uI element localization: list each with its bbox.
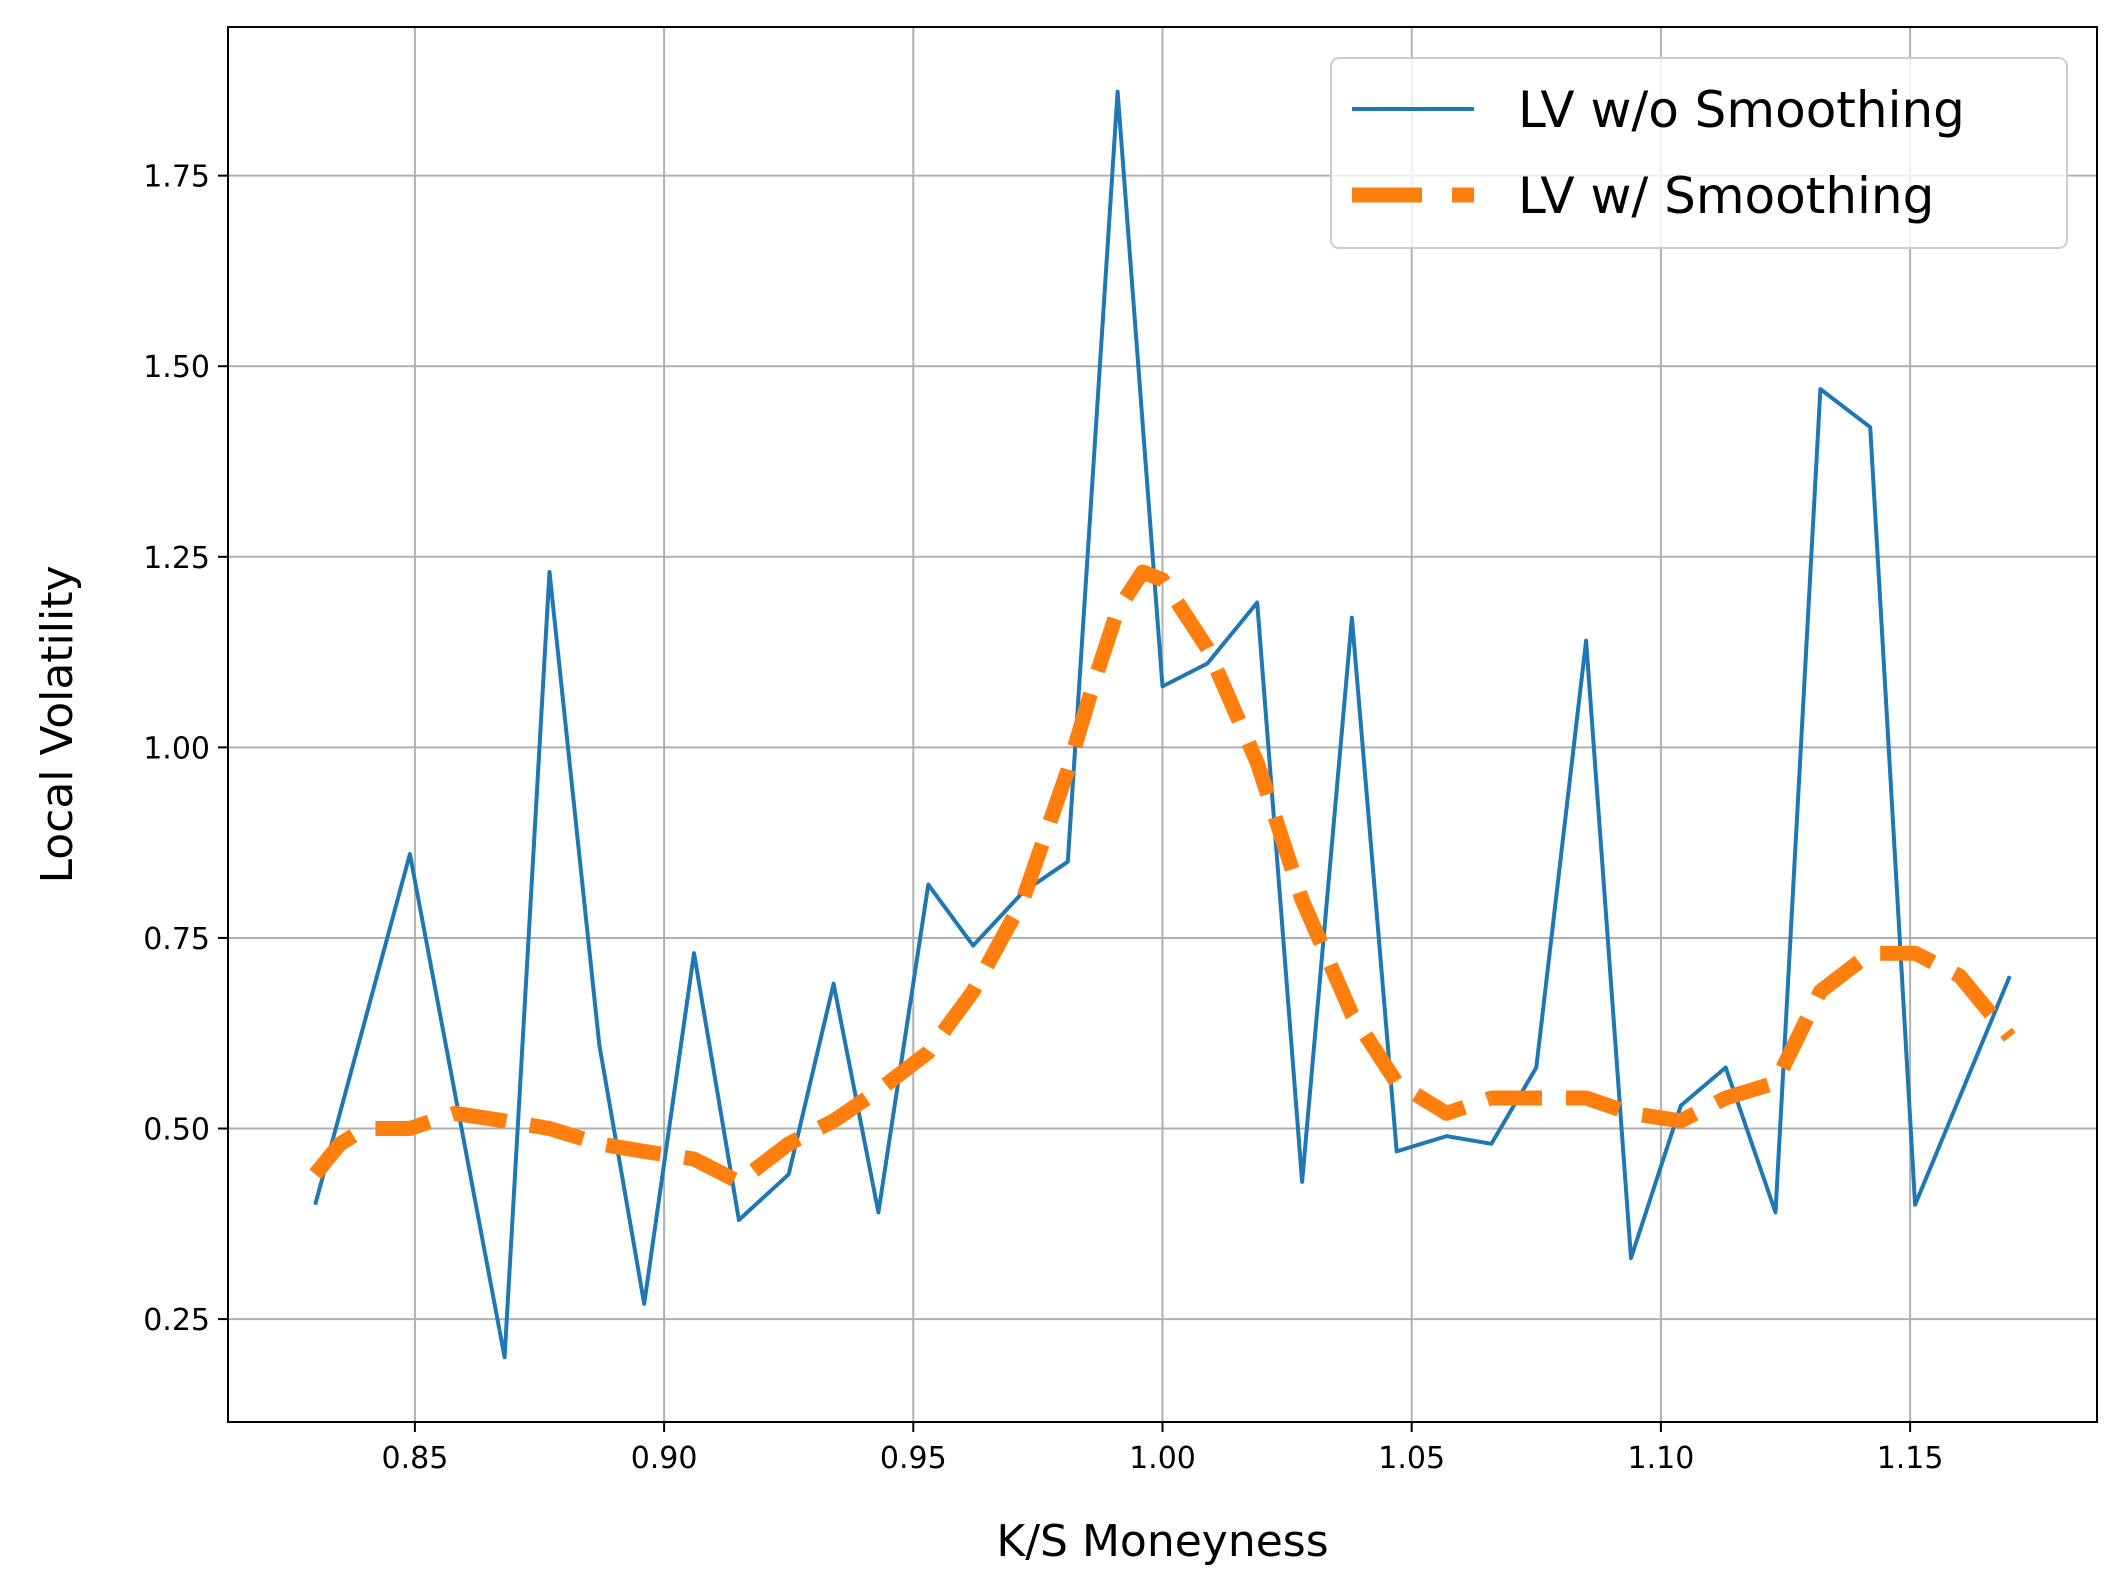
x-tick-label: 1.10	[1628, 1441, 1695, 1476]
y-tick-label: 0.25	[143, 1303, 210, 1338]
legend-label-lv-with-smoothing: LV w/ Smoothing	[1518, 167, 1934, 225]
y-tick-label: 0.75	[143, 922, 210, 957]
x-axis-title: K/S Moneyness	[996, 1516, 1328, 1567]
series-line-lv-without-smoothing	[313, 89, 2012, 1360]
series-layer	[309, 89, 2016, 1360]
series-line-lv-with-smoothing	[309, 564, 2016, 1190]
y-tick-label: 1.75	[143, 160, 210, 195]
x-tick-label: 1.15	[1877, 1441, 1944, 1476]
x-tick-label: 0.85	[382, 1441, 449, 1476]
y-tick-label: 0.50	[143, 1113, 210, 1148]
y-tick-label: 1.25	[143, 541, 210, 576]
legend-label-lv-without-smoothing: LV w/o Smoothing	[1518, 81, 1965, 139]
x-tick-label: 0.95	[880, 1441, 947, 1476]
x-tick-label: 1.05	[1378, 1441, 1445, 1476]
x-tick-label: 0.90	[631, 1441, 698, 1476]
legend: LV w/o Smoothing LV w/ Smoothing	[1330, 57, 2068, 249]
y-tick-label: 1.00	[143, 731, 210, 766]
y-axis-title: Local Volatility	[32, 565, 83, 883]
x-tick-label: 1.00	[1129, 1441, 1196, 1476]
y-tick-label: 1.50	[143, 350, 210, 385]
legend-box	[1330, 57, 2068, 249]
axis-ticks: 0.85 0.90 0.95 1.00 1.05 1.10 1.15 0.25 0.50 0.75…	[143, 160, 1943, 1476]
